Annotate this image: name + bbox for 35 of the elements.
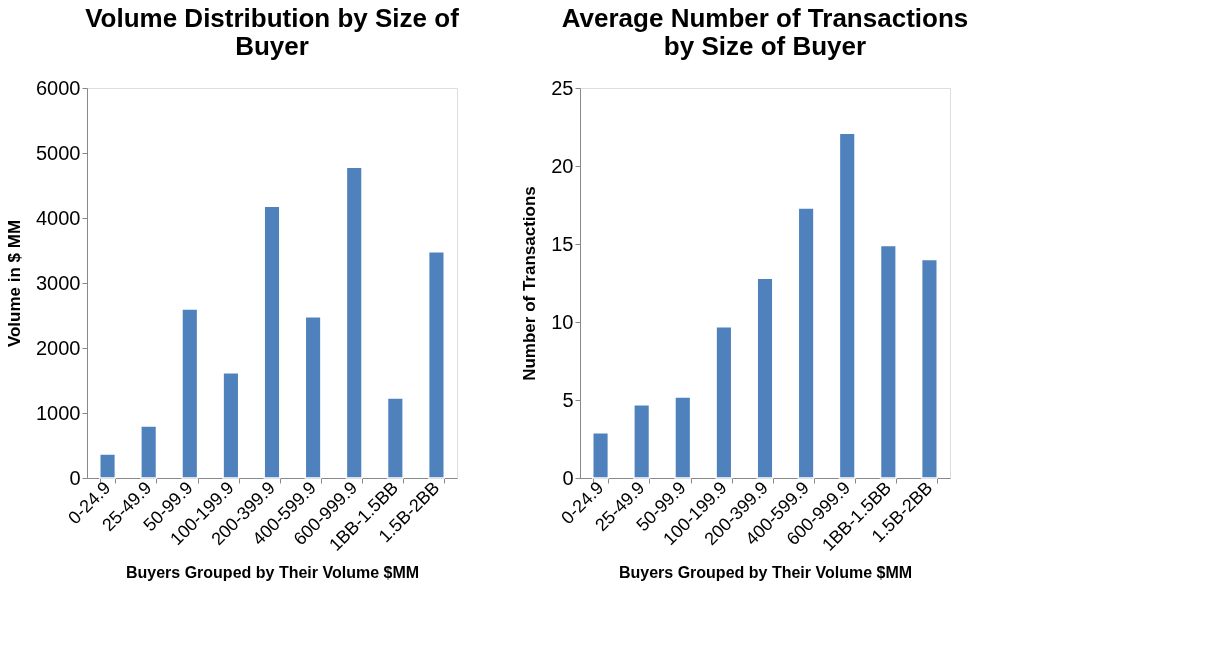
y-tick-label: 3000 <box>36 271 81 294</box>
y-axis-title: Volume in $ MM <box>5 219 25 348</box>
y-tick-label: 6000 <box>36 76 81 99</box>
bar <box>591 432 610 479</box>
x-axis-title: Buyers Grouped by Their Volume $MM <box>125 563 420 581</box>
bar <box>879 244 897 479</box>
x-axis-title: Buyers Grouped by Their Volume $MM <box>618 563 913 581</box>
y-tick-label: 5 <box>562 388 574 411</box>
bar <box>386 397 404 479</box>
bar <box>140 425 158 479</box>
chart-title: Volume Distribution by Size of Buyer <box>85 3 460 61</box>
y-tick-label: 5000 <box>36 141 81 164</box>
bar <box>674 396 692 479</box>
bar <box>263 205 281 479</box>
bar <box>633 403 651 479</box>
bar <box>756 277 774 479</box>
y-tick-label: 15 <box>551 232 574 255</box>
y-tick-label: 1000 <box>36 401 81 424</box>
y-tick-label: 20 <box>551 154 574 177</box>
bar <box>715 325 733 479</box>
y-tick-label: 10 <box>551 310 574 333</box>
bar <box>345 166 363 479</box>
bar <box>222 371 240 479</box>
chart-title: Average Number of Transactions by Size of Buyer <box>561 3 969 61</box>
bar <box>98 453 117 479</box>
bar <box>304 316 322 479</box>
bar <box>920 258 939 479</box>
bar <box>181 308 199 479</box>
y-tick-label: 25 <box>551 76 574 99</box>
y-tick-label: 4000 <box>36 206 81 229</box>
bar <box>797 207 815 479</box>
y-axis-title: Number of Transactions <box>520 186 540 381</box>
bar <box>427 251 446 479</box>
bar <box>838 132 856 479</box>
y-tick-label: 2000 <box>36 336 81 359</box>
